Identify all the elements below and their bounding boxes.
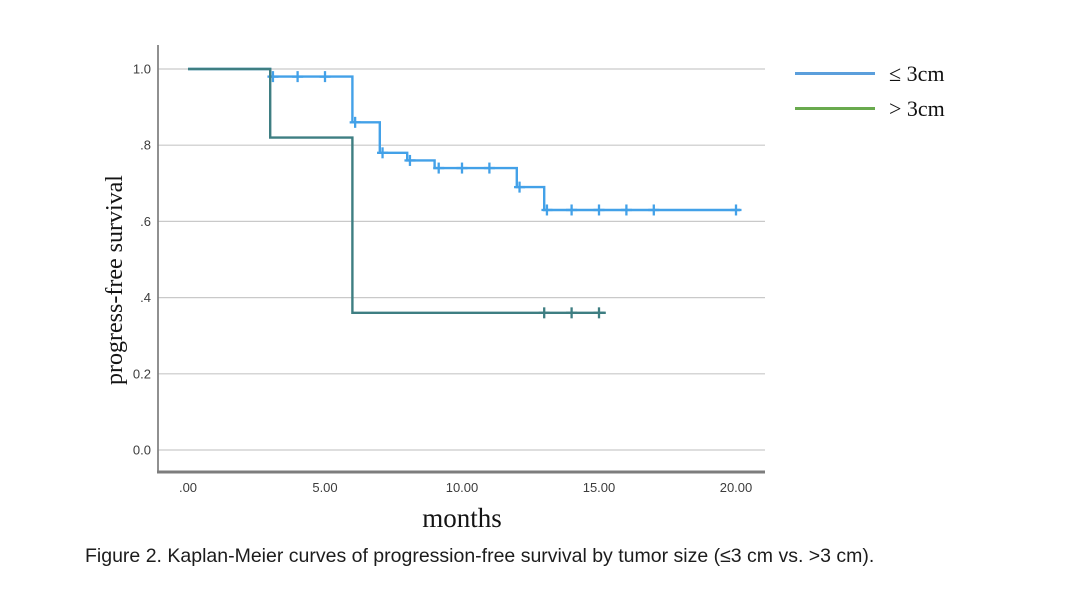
y-tick-label: 0.2 — [133, 366, 151, 381]
legend-item-le3cm: ≤ 3cm — [795, 56, 945, 91]
legend-swatch-gt3cm-line — [795, 107, 875, 110]
tick-labels-layer: 0.0 0.2 .4 .6 .8 1.0 .00 5.00 10.00 15.00 20.00 — [133, 62, 752, 496]
axes-layer — [157, 45, 765, 474]
figure-caption: Figure 2. Kaplan-Meier curves of progres… — [85, 545, 875, 567]
x-tick-label: 20.00 — [720, 480, 753, 495]
y-tick-label: .4 — [140, 290, 151, 305]
km-chart: 0.0 0.2 .4 .6 .8 1.0 .00 5.00 10.00 15.00 20.00 pr… — [102, 45, 765, 533]
curves-layer — [188, 67, 742, 319]
x-tick-label: 15.00 — [583, 480, 616, 495]
y-axis-title: progress-free survival — [102, 175, 128, 385]
x-tick-label: 5.00 — [312, 480, 337, 495]
y-tick-label: .8 — [140, 138, 151, 153]
y-tick-label: .6 — [140, 214, 151, 229]
km-curve-le3cm — [188, 67, 741, 212]
y-tick-label: 0.0 — [133, 443, 151, 458]
x-tick-label: 10.00 — [446, 480, 479, 495]
legend-item-gt3cm: > 3cm — [795, 91, 945, 126]
y-tick-label: 1.0 — [133, 62, 151, 77]
legend: ≤ 3cm > 3cm — [795, 56, 945, 126]
x-axis-title: months — [422, 503, 502, 533]
legend-swatch-le3cm-line — [795, 72, 875, 75]
legend-label-le3cm: ≤ 3cm — [889, 60, 945, 86]
gridlines-layer — [158, 68, 765, 451]
km-curve-gt3cm — [188, 67, 606, 314]
legend-label-gt3cm: > 3cm — [889, 95, 945, 121]
x-tick-label: .00 — [179, 480, 197, 495]
